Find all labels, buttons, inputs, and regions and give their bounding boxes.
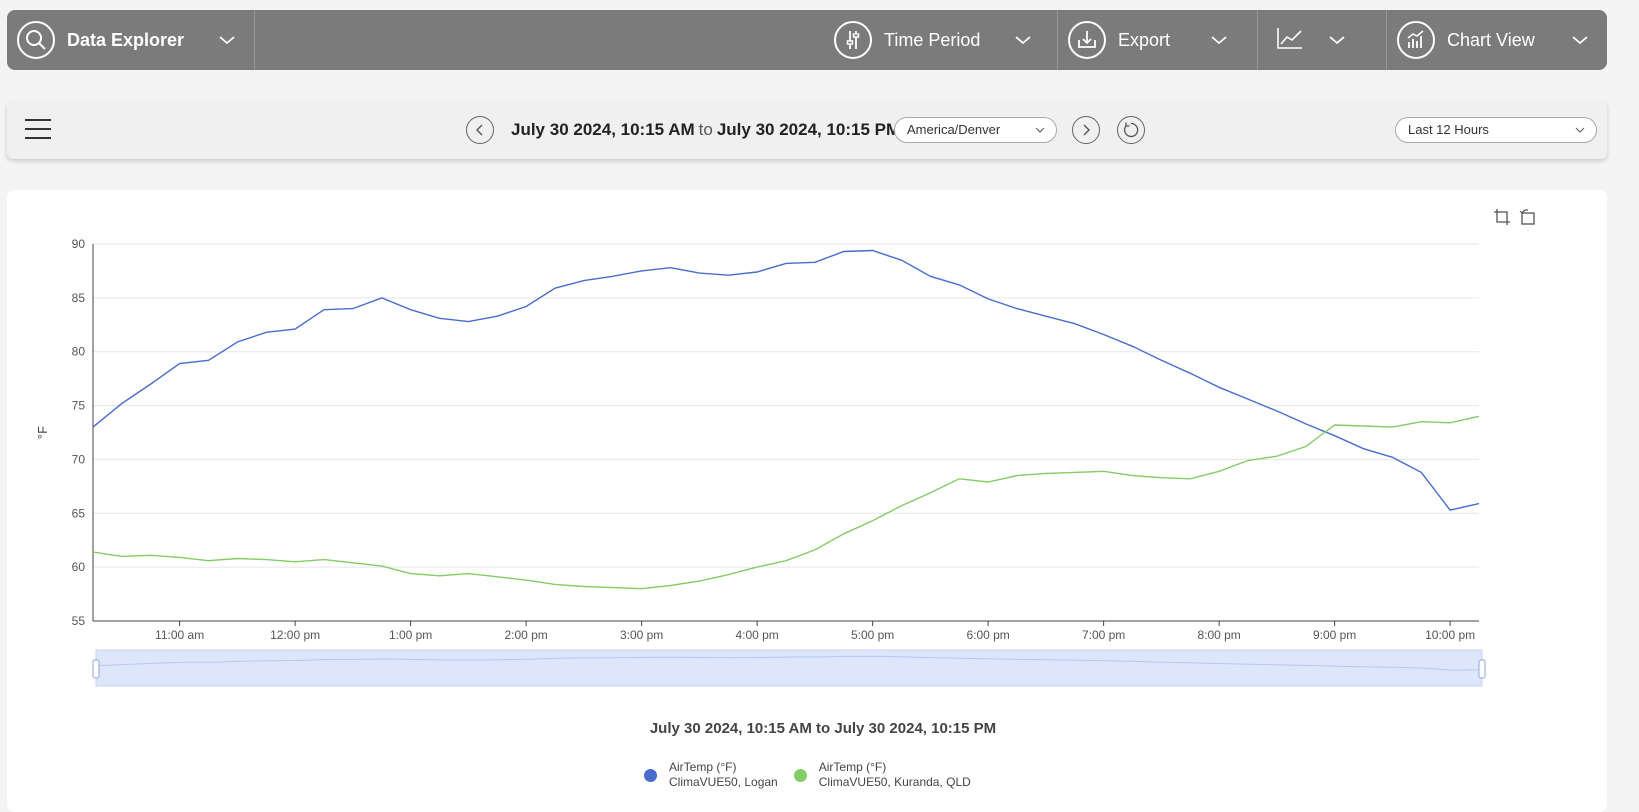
sliders-icon xyxy=(834,21,872,59)
hamburger-menu-icon[interactable] xyxy=(25,119,51,141)
chevron-left-icon xyxy=(476,124,483,136)
chevron-down-icon xyxy=(1008,25,1038,55)
range-start: July 30 2024, 10:15 AM xyxy=(511,120,695,139)
x-tick-label: 9:00 pm xyxy=(1313,628,1356,642)
x-tick-label: 12:00 pm xyxy=(270,628,320,642)
export-button[interactable]: Export xyxy=(1058,10,1257,70)
legend-series-name: AirTemp (°F) xyxy=(818,760,887,774)
y-tick-label: 80 xyxy=(72,345,86,359)
range-slider xyxy=(95,649,1483,687)
x-tick-label: 6:00 pm xyxy=(966,628,1009,642)
y-tick-label: 90 xyxy=(72,237,86,251)
top-toolbar: Data Explorer Time Period Export xyxy=(7,10,1607,70)
line-chart-icon xyxy=(1276,26,1304,55)
refresh-button[interactable] xyxy=(1117,116,1145,144)
time-period-button[interactable]: Time Period xyxy=(834,10,1057,70)
toolbar-divider xyxy=(254,10,255,70)
x-tick-label: 10:00 pm xyxy=(1425,628,1475,642)
legend-series-name: AirTemp (°F) xyxy=(669,760,737,774)
preset-range-value: Last 12 Hours xyxy=(1408,122,1489,137)
chart-toolbox xyxy=(1493,208,1537,231)
chart-range-caption: July 30 2024, 10:15 AM to July 30 2024, … xyxy=(649,720,997,737)
x-tick-label: 2:00 pm xyxy=(504,628,547,642)
toolbar-divider xyxy=(1386,10,1387,70)
x-tick-label: 5:00 pm xyxy=(851,628,894,642)
legend-dot-logan xyxy=(644,768,657,782)
toolbar-divider xyxy=(1257,10,1258,70)
timezone-select[interactable]: America/Denver xyxy=(894,117,1057,143)
temperature-line-chart: 55 60 65 70 75 80 85 90 11:00 am 12:00 pm 1:00 pm 2… xyxy=(35,237,1486,687)
x-tick-label: 7:00 pm xyxy=(1082,628,1125,642)
range-end: July 30 2024, 10:15 PM xyxy=(716,120,901,139)
chevron-down-icon xyxy=(1322,25,1352,55)
x-tick-label: 8:00 pm xyxy=(1197,628,1240,642)
y-tick-label: 65 xyxy=(72,506,86,520)
export-label: Export xyxy=(1118,29,1171,50)
data-explorer-menu[interactable]: Data Explorer xyxy=(7,10,254,70)
y-tick-label: 75 xyxy=(72,399,86,413)
chevron-down-icon xyxy=(1034,118,1046,150)
y-tick-label: 70 xyxy=(72,452,86,466)
legend-dot-kuranda xyxy=(793,768,807,782)
series-line-kuranda xyxy=(92,415,1480,590)
range-slider-left-handle xyxy=(92,659,100,679)
chevron-down-icon xyxy=(1565,25,1595,55)
y-tick-label: 60 xyxy=(72,560,86,574)
chevron-right-icon xyxy=(1083,124,1090,136)
chevron-down-icon xyxy=(1574,118,1586,150)
chart-panel: 55 60 65 70 75 80 85 90 11:00 am 12:00 pm 1:00 pm 2… xyxy=(7,190,1607,812)
y-axis-label: °F xyxy=(35,426,50,439)
x-tick-label: 11:00 am xyxy=(155,628,204,642)
date-range: July 30 2024, 10:15 AM to July 30 2024, 10… xyxy=(511,120,900,140)
legend-station-name: ClimaVUE50, Kuranda, QLD xyxy=(818,775,971,789)
chevron-down-icon xyxy=(1204,25,1234,55)
chart-legend: AirTemp (°F) ClimaVUE50, Logan AirTemp (… xyxy=(644,760,971,790)
time-period-label: Time Period xyxy=(884,29,981,50)
refresh-icon xyxy=(1123,122,1139,138)
timezone-value: America/Denver xyxy=(907,122,1001,137)
y-tick-label: 55 xyxy=(72,614,86,628)
bar-chart-icon xyxy=(1397,21,1435,59)
search-icon xyxy=(17,21,55,59)
next-period-button[interactable] xyxy=(1072,116,1100,144)
previous-period-button[interactable] xyxy=(466,116,494,144)
chart-type-button[interactable] xyxy=(1258,10,1386,70)
series-line-logan xyxy=(92,249,1480,511)
app-title: Data Explorer xyxy=(67,29,185,50)
legend-item-logan[interactable]: AirTemp (°F) ClimaVUE50, Logan xyxy=(644,760,778,790)
range-slider-preview xyxy=(95,655,1483,671)
range-to: to xyxy=(698,120,713,139)
chevron-down-icon xyxy=(212,25,242,55)
x-tick-label: 4:00 pm xyxy=(735,628,778,642)
toolbar-divider xyxy=(1057,10,1058,70)
zoom-reset-icon[interactable] xyxy=(1519,208,1537,231)
x-tick-label: 3:00 pm xyxy=(620,628,663,642)
time-range-bar: July 30 2024, 10:15 AM to July 30 2024, 10… xyxy=(7,101,1607,159)
chart-view-button[interactable]: Chart View xyxy=(1387,10,1607,70)
zoom-select-icon[interactable] xyxy=(1493,208,1511,231)
legend-item-kuranda[interactable]: AirTemp (°F) ClimaVUE50, Kuranda, QLD xyxy=(793,760,971,790)
range-slider-right-handle xyxy=(1478,659,1486,679)
preset-range-select[interactable]: Last 12 Hours xyxy=(1395,117,1597,143)
download-icon xyxy=(1068,21,1106,59)
chart-view-label: Chart View xyxy=(1447,29,1535,50)
y-tick-label: 85 xyxy=(72,291,86,305)
legend-station-name: ClimaVUE50, Logan xyxy=(669,775,778,789)
x-tick-label: 1:00 pm xyxy=(389,628,432,642)
